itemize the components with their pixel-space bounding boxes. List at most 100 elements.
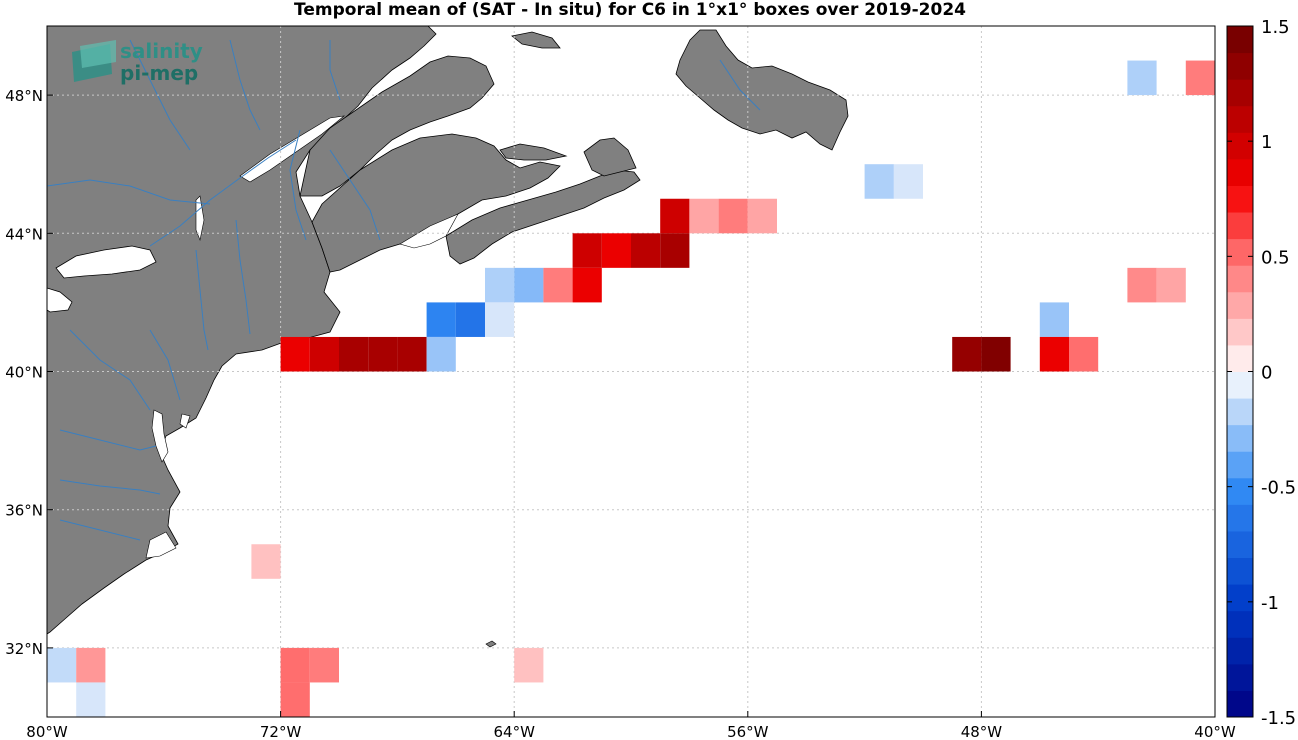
heatmap-cell — [397, 336, 427, 372]
land-cape-breton — [583, 137, 637, 177]
river-delaware — [149, 329, 181, 401]
river-quebec-north — [129, 39, 191, 151]
longitude-ticks: 80°W 72°W 64°W 56°W 48°W 40°W — [26, 711, 1236, 740]
heatmap-cell — [747, 198, 777, 234]
colorbar-segment — [1227, 212, 1253, 240]
colorbar-segment — [1227, 637, 1253, 665]
land-anticosti — [511, 31, 561, 49]
heatmap-cell — [76, 682, 106, 717]
delaware-bay — [179, 413, 191, 429]
bay-of-fundy — [399, 213, 459, 249]
river-hudson — [195, 249, 209, 351]
heatmap-cell — [572, 267, 602, 303]
river-susquehanna — [69, 329, 151, 411]
colorbar-segment — [1227, 318, 1253, 346]
gulf-st-lawrence-channel — [239, 115, 346, 183]
colorbar-segment — [1227, 690, 1253, 718]
heatmap-cell — [601, 233, 631, 268]
river-potomac — [59, 429, 157, 451]
lat-tick-label: 36°N — [5, 502, 43, 520]
heatmap-cell — [1039, 302, 1069, 337]
land-pei — [499, 143, 568, 161]
land-gaspe — [299, 55, 495, 197]
colorbar-tick-label: -1.5 — [1261, 708, 1296, 729]
colorbar-segment — [1227, 398, 1253, 426]
colorbar-tick-label: -1 — [1261, 593, 1279, 614]
heatmap-cell — [309, 647, 339, 683]
heatmap-cell — [455, 302, 485, 337]
heatmap-cell — [251, 544, 281, 579]
colorbar-segment — [1227, 557, 1253, 585]
river-st-lawrence — [149, 139, 297, 247]
heatmap-cells — [47, 60, 1215, 717]
land-new-brunswick — [311, 133, 561, 273]
river-maine — [289, 129, 307, 241]
lon-tick-label: 40°W — [1194, 723, 1236, 740]
heatmap-cell — [280, 336, 310, 372]
logo: salinity pi-mep — [72, 39, 203, 85]
river-roanoke — [59, 519, 141, 541]
river-saint-john — [329, 149, 381, 241]
heatmap-cell — [1069, 336, 1099, 372]
colorbar-segment — [1227, 105, 1253, 133]
colorbar-segment — [1227, 291, 1253, 319]
colorbar-segment — [1227, 530, 1253, 559]
colorbar-tick-label: 0 — [1261, 363, 1272, 384]
heatmap-cell — [1127, 267, 1157, 303]
heatmap-cell — [689, 198, 719, 234]
colorbar-segment — [1227, 663, 1253, 691]
colorbar-segment — [1227, 238, 1253, 266]
lon-tick-label: 80°W — [26, 723, 68, 740]
heatmap-cell — [1039, 336, 1069, 372]
colorbar-segment — [1227, 424, 1253, 452]
colorbar-segment — [1227, 504, 1253, 532]
lake-ontario — [55, 245, 157, 279]
heatmap-cell — [543, 267, 573, 303]
heatmap-cell — [1185, 60, 1215, 96]
heatmap-cell — [981, 336, 1011, 372]
river-connecticut — [235, 219, 251, 335]
heatmap-cell — [631, 233, 661, 268]
colorbar-segment — [1227, 158, 1253, 186]
map-title: Temporal mean of (SAT - In situ) for C6 … — [294, 0, 966, 20]
heatmap-cell — [280, 682, 310, 717]
lon-tick-label: 72°W — [260, 723, 302, 740]
heatmap-cell — [864, 164, 894, 199]
colorbar-segment — [1227, 265, 1253, 293]
heatmap-cell — [485, 267, 515, 303]
colorbar-segment — [1227, 52, 1253, 80]
land-bermuda — [485, 640, 497, 648]
colorbar-segment — [1227, 132, 1253, 160]
heatmap-cell — [660, 233, 690, 268]
lat-tick-label: 48°N — [5, 87, 43, 105]
heatmap-cell — [514, 267, 544, 303]
river-newfoundland — [719, 59, 761, 111]
heatmap-cell — [893, 164, 923, 199]
heatmap-cell — [368, 336, 398, 372]
colorbar-segment — [1227, 477, 1253, 505]
lake-champlain — [195, 195, 205, 242]
pamlico-sound — [145, 531, 177, 559]
heatmap-cell — [1127, 60, 1157, 96]
heatmap-cell — [309, 336, 339, 372]
colorbar-ticks: 1.5 1 0.5 0 -0.5 -1 -1.5 — [1227, 17, 1296, 729]
logo-line2: pi-mep — [120, 61, 198, 85]
latitude-ticks: 32°N 36°N 40°N 44°N 48°N — [5, 87, 53, 658]
colorbar-segment — [1227, 584, 1253, 612]
river-ottawa — [46, 179, 211, 205]
heatmap-cell — [1156, 267, 1186, 303]
heatmap-cell — [47, 647, 77, 683]
heatmap-cell — [76, 647, 106, 683]
colorbar-segment — [1227, 185, 1253, 213]
land-north-america — [46, 25, 437, 635]
river-quebec-north3 — [329, 40, 341, 101]
land-nova-scotia — [445, 169, 641, 265]
heatmap-cell — [718, 198, 748, 234]
colorbar-tick-label: -0.5 — [1261, 478, 1296, 499]
colorbar-segment — [1227, 610, 1253, 638]
lat-tick-label: 40°N — [5, 364, 43, 382]
colorbar-segment — [1227, 344, 1253, 372]
lat-tick-label: 44°N — [5, 225, 43, 243]
heatmap-cell — [426, 302, 456, 337]
